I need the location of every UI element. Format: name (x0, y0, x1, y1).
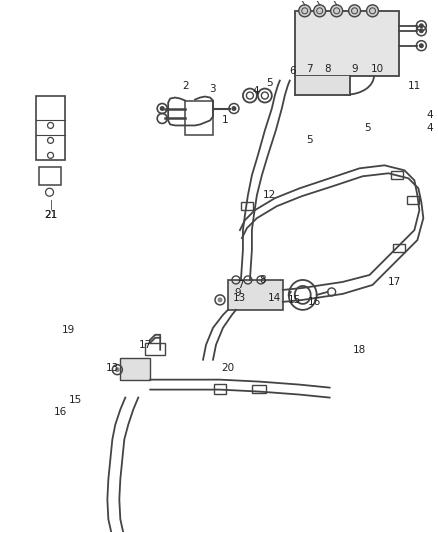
Bar (35, 95, 66, 160)
Circle shape (331, 5, 343, 17)
Text: 15: 15 (69, 394, 82, 405)
Text: 5: 5 (267, 78, 273, 87)
Text: 16: 16 (54, 407, 67, 416)
Bar (228, 280, 283, 310)
Text: 5: 5 (307, 135, 313, 146)
Text: 7: 7 (237, 280, 243, 290)
Text: 2: 2 (182, 80, 188, 91)
Bar (407, 196, 419, 204)
Text: 11: 11 (408, 80, 421, 91)
Bar (393, 244, 406, 252)
Circle shape (160, 106, 165, 111)
Text: 9: 9 (351, 63, 358, 74)
Circle shape (419, 23, 424, 28)
Text: 21: 21 (44, 210, 57, 220)
Text: 21: 21 (44, 210, 57, 220)
Text: 1: 1 (222, 116, 228, 125)
Text: 10: 10 (371, 63, 384, 74)
Bar (295, 76, 350, 94)
Text: 4: 4 (253, 86, 259, 95)
Circle shape (115, 367, 120, 372)
Text: 17: 17 (138, 340, 152, 350)
Bar (295, 11, 399, 76)
Text: 17: 17 (388, 277, 401, 287)
Text: 3: 3 (209, 84, 215, 94)
Circle shape (349, 5, 360, 17)
Text: 19: 19 (62, 325, 75, 335)
Bar (39, 167, 60, 185)
Text: 15: 15 (288, 295, 301, 305)
Bar (392, 171, 403, 179)
Text: 20: 20 (221, 362, 234, 373)
Circle shape (218, 297, 223, 302)
Text: 16: 16 (308, 297, 321, 307)
Circle shape (231, 106, 237, 111)
Text: 7: 7 (307, 63, 313, 74)
Circle shape (419, 28, 424, 33)
Text: 5: 5 (364, 124, 371, 133)
Text: 14: 14 (268, 293, 282, 303)
Text: 8: 8 (260, 275, 266, 285)
Text: 4: 4 (426, 110, 433, 120)
Text: 18: 18 (353, 345, 366, 355)
Text: 13: 13 (106, 362, 119, 373)
Bar (145, 343, 165, 355)
Text: 8: 8 (325, 63, 331, 74)
Text: 4: 4 (426, 124, 433, 133)
Circle shape (299, 5, 311, 17)
Bar (252, 385, 266, 393)
Circle shape (367, 5, 378, 17)
Bar (214, 384, 226, 393)
Text: 12: 12 (263, 190, 276, 200)
Text: 6: 6 (290, 66, 296, 76)
Circle shape (314, 5, 326, 17)
Bar (120, 358, 150, 379)
Circle shape (419, 43, 424, 48)
Bar (185, 101, 213, 135)
Text: 13: 13 (233, 293, 247, 303)
Bar (241, 202, 253, 210)
Text: 9: 9 (235, 288, 241, 298)
